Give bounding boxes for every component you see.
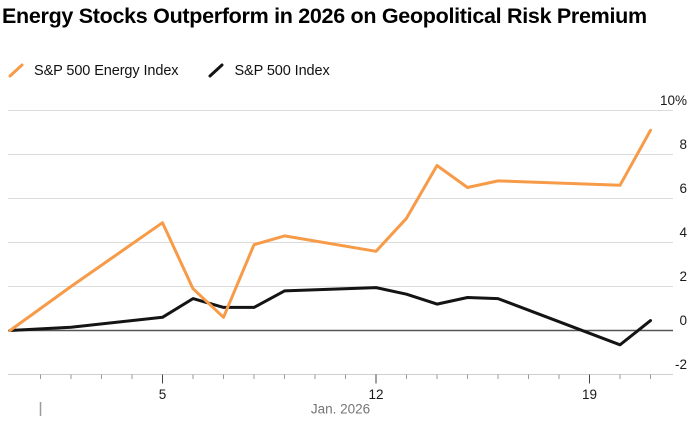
legend-item-energy-index: S&P 500 Energy Index — [8, 62, 179, 79]
y-axis-tick-label: 2 — [679, 269, 687, 284]
series-line-energy-index — [8, 128, 652, 332]
series-line-sp500-index — [8, 286, 652, 347]
black-line-swatch-icon — [208, 63, 224, 78]
x-axis-month-label: Jan. 2026 — [311, 402, 370, 417]
y-axis-tick-label: 4 — [679, 225, 687, 240]
line-chart: 10% 8 6 4 2 0 -2 5 12 19 Jan. 2026 — [8, 93, 687, 417]
y-axis-tick-label: 8 — [679, 137, 687, 152]
legend-item-sp500-index: S&P 500 Index — [208, 62, 330, 79]
x-axis-tick-label: 5 — [159, 387, 167, 402]
y-axis-tick-label: 6 — [679, 181, 687, 196]
x-axis-tick-label: 12 — [368, 387, 383, 402]
x-axis-tick-label: 19 — [582, 387, 597, 402]
y-axis-tick-label: -2 — [675, 357, 687, 372]
chart-legend: S&P 500 Energy Index S&P 500 Index — [8, 62, 330, 79]
y-axis-tick-label: 10% — [660, 93, 687, 108]
orange-line-swatch-icon — [8, 63, 24, 78]
chart-title: Energy Stocks Outperform in 2026 on Geop… — [2, 4, 647, 28]
y-axis-tick-label: 0 — [679, 313, 687, 328]
legend-label-sp500-index: S&P 500 Index — [234, 62, 330, 79]
legend-label-energy-index: S&P 500 Energy Index — [34, 62, 179, 79]
